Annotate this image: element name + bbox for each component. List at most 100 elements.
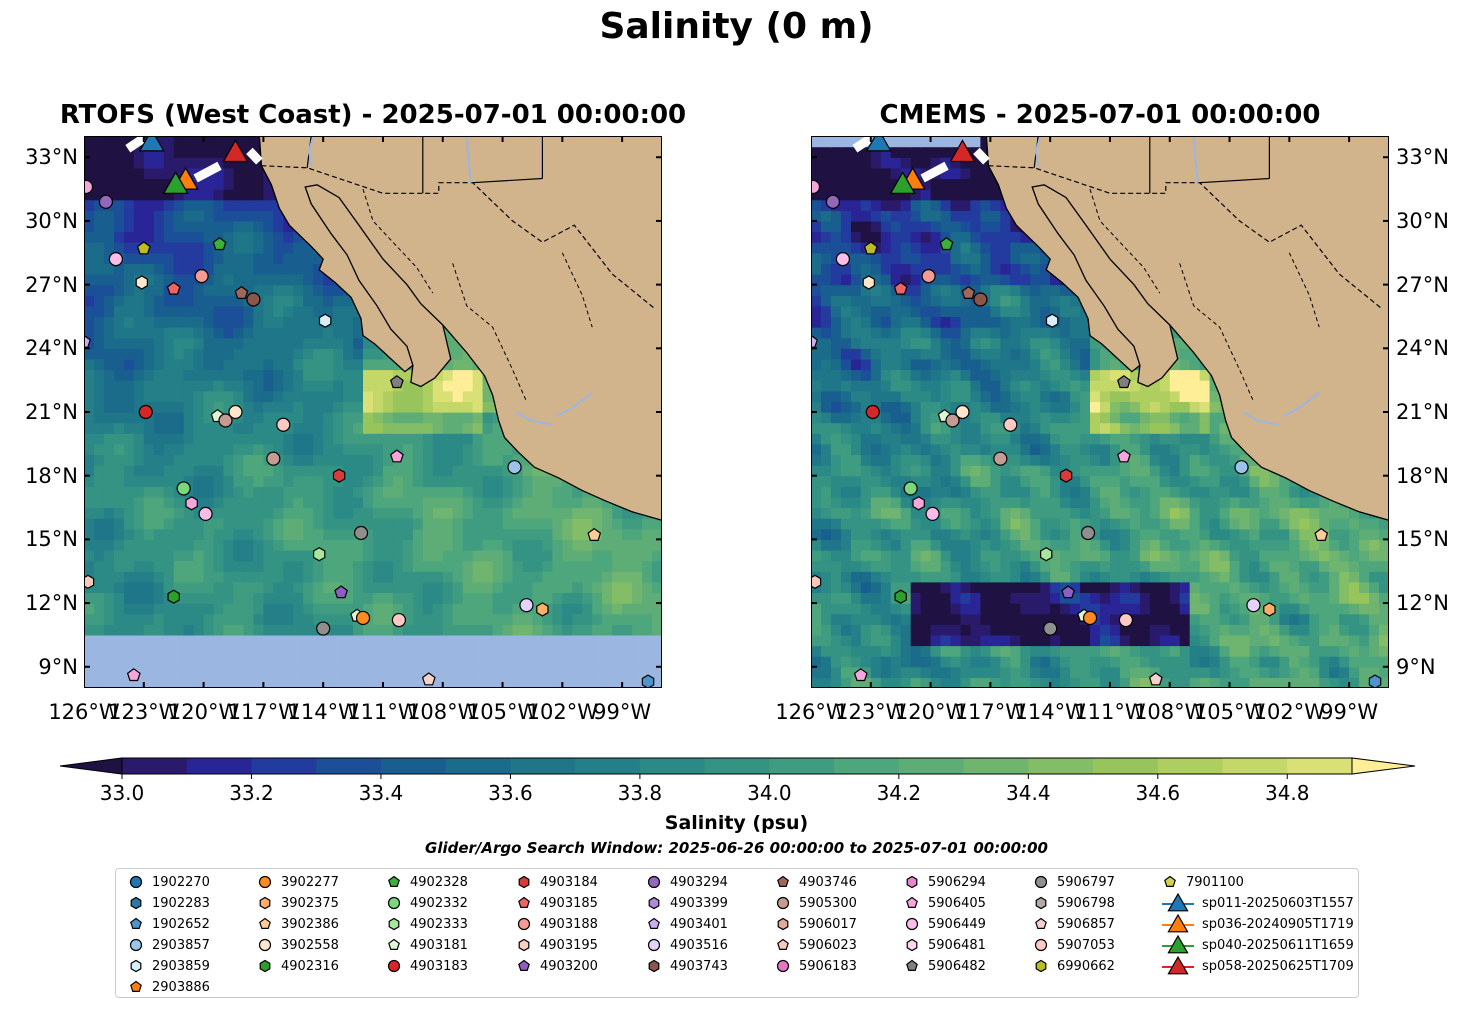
lat-tick-label: 21°N xyxy=(25,400,78,424)
legend-label: 4902328 xyxy=(410,874,468,890)
float-marker xyxy=(507,460,522,475)
legend-label: sp036-20240905T1719 xyxy=(1202,916,1354,932)
float-marker xyxy=(126,668,141,682)
lon-tick-label: 120°W xyxy=(167,700,240,724)
colorbar-tick-label: 34.4 xyxy=(1006,781,1051,805)
float-marker xyxy=(811,334,818,348)
legend-item: 5906183 xyxy=(775,956,857,976)
colorbar-segment xyxy=(186,758,252,774)
lon-tick-label: 102°W xyxy=(1253,700,1326,724)
legend-item: 3902558 xyxy=(257,935,339,955)
float-marker xyxy=(313,547,326,562)
state-border xyxy=(561,252,593,328)
legend-marker-icon xyxy=(518,896,530,908)
colorbar-tick-label: 33.2 xyxy=(229,781,274,805)
colorbar-tick-label: 34.2 xyxy=(877,781,922,805)
float-marker xyxy=(1082,610,1098,626)
legend-item: 5906017 xyxy=(775,914,857,934)
float-marker xyxy=(1368,674,1382,688)
legend-marker-icon xyxy=(1162,956,1194,975)
legend-label: 5906798 xyxy=(1057,895,1115,911)
float-marker xyxy=(389,449,404,463)
float-marker xyxy=(246,292,261,307)
river xyxy=(1282,392,1320,418)
lon-tick-label: 105°W xyxy=(1193,700,1266,724)
legend-item: 4902333 xyxy=(386,914,468,934)
float-marker xyxy=(853,668,868,682)
glider-track xyxy=(920,161,949,183)
legend-marker-icon xyxy=(388,917,400,931)
legend-marker-icon xyxy=(259,896,271,910)
colorbar-label: Salinity (psu) xyxy=(664,812,809,834)
legend-label: 5906449 xyxy=(928,916,986,932)
legend-marker-icon xyxy=(518,938,530,952)
legend-marker-icon xyxy=(648,959,660,973)
legend-item: 4903743 xyxy=(646,956,728,976)
float-marker xyxy=(835,252,850,267)
float-marker xyxy=(108,252,123,267)
legend-marker-icon xyxy=(130,896,142,910)
legend-label: 3902386 xyxy=(281,916,339,932)
float-marker xyxy=(1116,449,1131,463)
river xyxy=(465,136,472,183)
float-marker xyxy=(318,313,332,328)
colorbar-segment xyxy=(1222,758,1288,774)
lon-tick-label: 108°W xyxy=(407,700,479,724)
glider-track xyxy=(193,161,222,183)
legend-label: 4903200 xyxy=(540,958,598,974)
glider-marker xyxy=(889,171,916,194)
float-marker xyxy=(1314,527,1329,541)
legend-label: 4903294 xyxy=(670,874,728,890)
glider-track xyxy=(973,147,990,165)
lat-tick-label: 24°N xyxy=(1396,336,1449,361)
legend-item: 4903401 xyxy=(646,914,728,934)
lat-tick-label: 15°N xyxy=(25,527,78,552)
legend-label: 2903859 xyxy=(152,958,210,974)
legend-item: 5907053 xyxy=(1033,935,1115,955)
legend-label: 2903857 xyxy=(152,937,210,953)
legend-label: 4903516 xyxy=(670,937,728,953)
legend-marker-icon xyxy=(1035,959,1047,973)
legend-item: 4903183 xyxy=(386,956,468,976)
legend-item: 1902652 xyxy=(128,914,210,934)
float-marker xyxy=(421,672,436,686)
legend-label: 5906405 xyxy=(928,895,986,911)
state-border xyxy=(452,263,527,402)
legend-label: 3902277 xyxy=(281,874,339,890)
float-marker xyxy=(993,451,1008,466)
float-marker xyxy=(218,413,233,428)
river xyxy=(1242,411,1280,426)
legend-label: 5905300 xyxy=(799,895,857,911)
float-marker xyxy=(316,621,331,636)
glider-marker xyxy=(222,139,249,163)
legend-label: 3902558 xyxy=(281,937,339,953)
legend-marker-icon xyxy=(130,917,142,929)
float-marker xyxy=(135,275,149,290)
colorbar-segment xyxy=(1157,758,1224,774)
legend-item: 4903188 xyxy=(516,914,598,934)
panel-title-rtofs: RTOFS (West Coast) - 2025-07-01 00:00:00 xyxy=(59,100,687,130)
legend-label: 5906857 xyxy=(1057,916,1115,932)
colorbar-tick-label: 34.6 xyxy=(1136,781,1181,805)
float-marker xyxy=(961,285,976,299)
colorbar-segment xyxy=(898,758,965,774)
float-marker xyxy=(228,404,243,420)
lon-tick-label: 114°W xyxy=(1014,700,1086,724)
colorbar-segment xyxy=(834,758,900,774)
legend-marker-icon xyxy=(648,917,660,929)
float-marker xyxy=(1040,547,1053,562)
float-marker xyxy=(98,194,114,209)
state-border xyxy=(362,188,434,294)
legend-marker-icon xyxy=(259,959,271,973)
legend-item: 2903857 xyxy=(128,935,210,955)
float-marker xyxy=(332,468,346,483)
float-marker xyxy=(536,602,549,617)
colorbar-tick-label: 33.8 xyxy=(618,781,663,805)
legend-label: 4903188 xyxy=(540,916,598,932)
legend-label: 1902270 xyxy=(152,874,210,890)
legend-label: 5906481 xyxy=(928,937,986,953)
float-marker xyxy=(945,413,960,428)
legend-item: 5906482 xyxy=(904,956,986,976)
legend-item: 5906294 xyxy=(904,872,986,892)
legend-marker-icon xyxy=(1164,875,1176,887)
